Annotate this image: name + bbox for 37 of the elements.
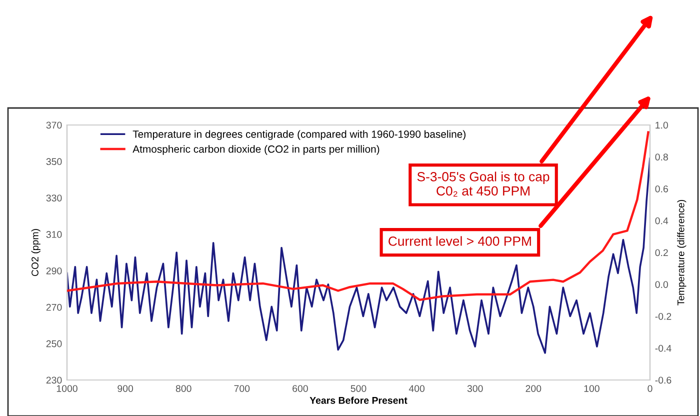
y-tick-label: 370 [46,122,62,129]
legend-label: Temperature in degrees centigrade (compared with 1960-1990 baseline) [132,130,466,140]
x-tick-label: 300 [467,385,483,392]
y-tick-label: 230 [46,376,62,384]
y-axis-title: CO2 (ppm) [31,229,40,276]
y2-tick-label: 0.8 [655,154,668,160]
y2-tick-label: -0.2 [655,312,672,320]
x-tick-label: 400 [408,385,425,392]
y-tick-label: 310 [46,231,62,238]
x-tick-label: 0 [648,385,652,392]
x-tick-label: 700 [234,385,250,392]
y2-tick-label: -0.6 [655,376,672,384]
y-tick-label: 270 [46,304,62,311]
line-series [67,131,650,301]
y2-tick-label: -0.4 [655,344,672,352]
x-tick-label: 500 [350,385,366,392]
y-tick-label: 330 [46,194,62,202]
y2-tick-label: 1.0 [656,122,668,129]
x-axis-title: Years Before Present [310,396,408,404]
y2-tick-label: 0.4 [655,217,668,224]
y2-tick-label: 0.0 [655,281,668,288]
x-tick-label: 200 [526,385,542,392]
x-tick-label: 600 [292,385,308,392]
y-tick-label: 350 [46,158,62,166]
legend-label: Atmospheric carbon dioxide (CO2 in parts per million) [132,145,380,155]
y2-tick-label: 0.2 [655,249,668,256]
y-tick-label: 290 [46,267,62,274]
annotation: Current level > 400 PPM [388,236,531,246]
x-tick-label: 900 [118,385,134,392]
x-tick-label: 1000 [56,385,78,392]
annotation: S-3-05's Goal is to cap C0₂ at 450 PPM [417,172,550,197]
x-tick-label: 100 [584,385,600,392]
y2-tick-label: 0.6 [655,185,668,192]
x-tick-label: 800 [176,385,192,392]
line-series [67,158,650,354]
y2-axis-title: Temperature (difference) [677,200,686,306]
y-tick-label: 250 [46,340,62,348]
